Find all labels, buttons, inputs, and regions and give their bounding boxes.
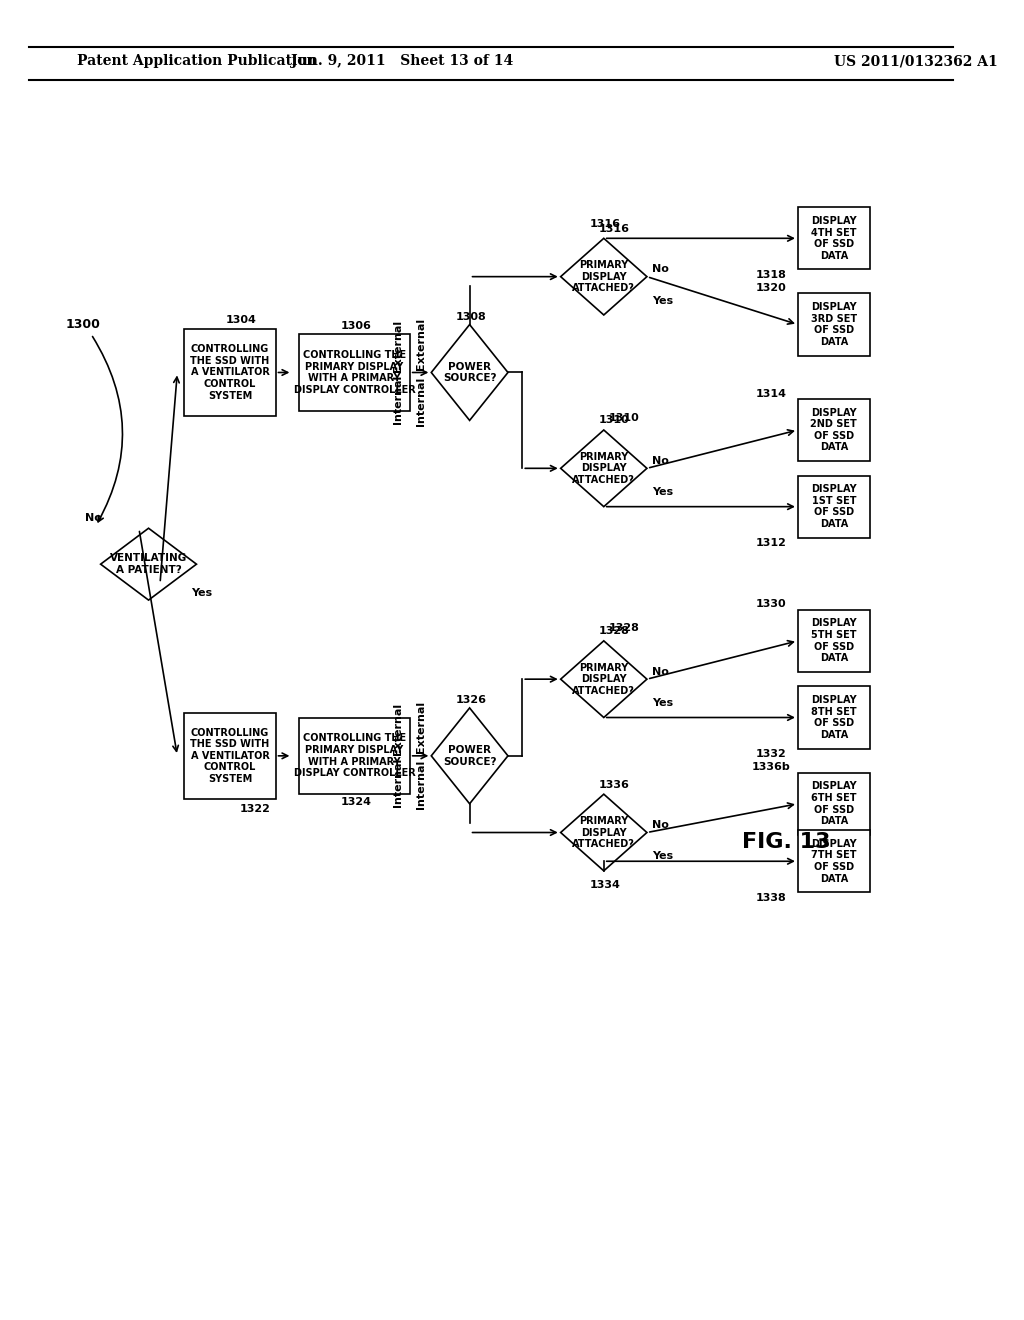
- FancyBboxPatch shape: [798, 772, 869, 836]
- FancyBboxPatch shape: [184, 330, 275, 416]
- Text: 1336: 1336: [599, 780, 630, 789]
- Text: 1316: 1316: [599, 223, 630, 234]
- FancyBboxPatch shape: [798, 207, 869, 269]
- Text: 1328: 1328: [599, 626, 630, 636]
- Text: DISPLAY
4TH SET
OF SSD
DATA: DISPLAY 4TH SET OF SSD DATA: [811, 216, 857, 261]
- FancyBboxPatch shape: [798, 830, 869, 892]
- Text: POWER
SOURCE?: POWER SOURCE?: [442, 362, 497, 383]
- Text: Internal: Internal: [393, 375, 402, 424]
- Polygon shape: [561, 239, 647, 315]
- Text: Yes: Yes: [651, 296, 673, 306]
- Text: 1324: 1324: [340, 797, 372, 807]
- Text: 1328: 1328: [608, 623, 639, 634]
- Text: DISPLAY
2ND SET
OF SSD
DATA: DISPLAY 2ND SET OF SSD DATA: [810, 408, 857, 453]
- Polygon shape: [431, 325, 508, 420]
- Text: 1310: 1310: [599, 416, 630, 425]
- Text: Internal: Internal: [417, 760, 426, 809]
- Text: 1330: 1330: [756, 599, 786, 610]
- Text: POWER
SOURCE?: POWER SOURCE?: [442, 744, 497, 767]
- Text: External: External: [393, 704, 402, 755]
- Polygon shape: [561, 430, 647, 507]
- Text: 1322: 1322: [240, 804, 270, 813]
- Text: External: External: [417, 701, 426, 754]
- Text: US 2011/0132362 A1: US 2011/0132362 A1: [834, 54, 997, 69]
- Text: DISPLAY
6TH SET
OF SSD
DATA: DISPLAY 6TH SET OF SSD DATA: [811, 781, 857, 826]
- Text: DISPLAY
5TH SET
OF SSD
DATA: DISPLAY 5TH SET OF SSD DATA: [811, 619, 857, 663]
- Text: External: External: [393, 319, 402, 372]
- FancyBboxPatch shape: [798, 293, 869, 355]
- Text: PRIMARY
DISPLAY
ATTACHED?: PRIMARY DISPLAY ATTACHED?: [572, 451, 635, 484]
- Text: Yes: Yes: [651, 851, 673, 862]
- Text: PRIMARY
DISPLAY
ATTACHED?: PRIMARY DISPLAY ATTACHED?: [572, 663, 635, 696]
- Text: DISPLAY
8TH SET
OF SSD
DATA: DISPLAY 8TH SET OF SSD DATA: [811, 696, 857, 741]
- Text: Patent Application Publication: Patent Application Publication: [77, 54, 316, 69]
- Text: 1316: 1316: [590, 219, 621, 228]
- Text: Yes: Yes: [190, 587, 212, 598]
- FancyBboxPatch shape: [798, 475, 869, 537]
- Text: 1308: 1308: [456, 312, 486, 322]
- Text: No: No: [651, 264, 669, 275]
- Text: DISPLAY
3RD SET
OF SSD
DATA: DISPLAY 3RD SET OF SSD DATA: [811, 302, 857, 347]
- Text: 1304: 1304: [225, 314, 256, 325]
- Text: CONTROLLING
THE SSD WITH
A VENTILATOR
CONTROL
SYSTEM: CONTROLLING THE SSD WITH A VENTILATOR CO…: [190, 727, 269, 784]
- Text: 1326: 1326: [456, 696, 486, 705]
- Text: External: External: [417, 318, 426, 370]
- FancyBboxPatch shape: [798, 399, 869, 461]
- Text: 1338: 1338: [756, 892, 786, 903]
- Text: 1300: 1300: [66, 318, 100, 331]
- Text: PRIMARY
DISPLAY
ATTACHED?: PRIMARY DISPLAY ATTACHED?: [572, 260, 635, 293]
- Text: Internal: Internal: [393, 758, 402, 808]
- FancyBboxPatch shape: [798, 610, 869, 672]
- Polygon shape: [561, 640, 647, 718]
- Text: 1318: 1318: [756, 269, 786, 280]
- Text: Internal: Internal: [417, 376, 426, 426]
- Text: DISPLAY
1ST SET
OF SSD
DATA: DISPLAY 1ST SET OF SSD DATA: [811, 484, 857, 529]
- Text: No: No: [651, 820, 669, 830]
- Text: 1336b: 1336b: [752, 763, 791, 772]
- Text: 1310: 1310: [608, 413, 639, 422]
- Text: DISPLAY
7TH SET
OF SSD
DATA: DISPLAY 7TH SET OF SSD DATA: [811, 840, 857, 883]
- Text: CONTROLLING THE
PRIMARY DISPLAY
WITH A PRIMARY
DISPLAY CONTROLLER: CONTROLLING THE PRIMARY DISPLAY WITH A P…: [294, 350, 416, 395]
- Polygon shape: [561, 795, 647, 871]
- Text: Jun. 9, 2011   Sheet 13 of 14: Jun. 9, 2011 Sheet 13 of 14: [292, 54, 514, 69]
- FancyBboxPatch shape: [798, 686, 869, 748]
- FancyBboxPatch shape: [299, 718, 410, 795]
- Text: VENTILATING
A PATIENT?: VENTILATING A PATIENT?: [110, 553, 187, 576]
- Text: 1314: 1314: [756, 388, 786, 399]
- Text: 1334: 1334: [590, 880, 621, 890]
- Text: No: No: [85, 513, 101, 523]
- Text: Yes: Yes: [651, 487, 673, 498]
- Text: PRIMARY
DISPLAY
ATTACHED?: PRIMARY DISPLAY ATTACHED?: [572, 816, 635, 849]
- Text: 1320: 1320: [756, 284, 786, 293]
- Text: CONTROLLING
THE SSD WITH
A VENTILATOR
CONTROL
SYSTEM: CONTROLLING THE SSD WITH A VENTILATOR CO…: [190, 345, 269, 401]
- FancyBboxPatch shape: [299, 334, 410, 411]
- FancyBboxPatch shape: [184, 713, 275, 799]
- Text: 1312: 1312: [756, 539, 786, 548]
- Text: No: No: [651, 667, 669, 677]
- Text: CONTROLLING THE
PRIMARY DISPLAY
WITH A PRIMARY
DISPLAY CONTROLLER: CONTROLLING THE PRIMARY DISPLAY WITH A P…: [294, 734, 416, 779]
- Text: 1306: 1306: [340, 322, 371, 331]
- Text: 1332: 1332: [756, 748, 786, 759]
- Text: FIG. 13: FIG. 13: [741, 832, 830, 853]
- Polygon shape: [431, 708, 508, 804]
- Text: No: No: [651, 455, 669, 466]
- Text: Yes: Yes: [651, 698, 673, 708]
- Polygon shape: [100, 528, 197, 601]
